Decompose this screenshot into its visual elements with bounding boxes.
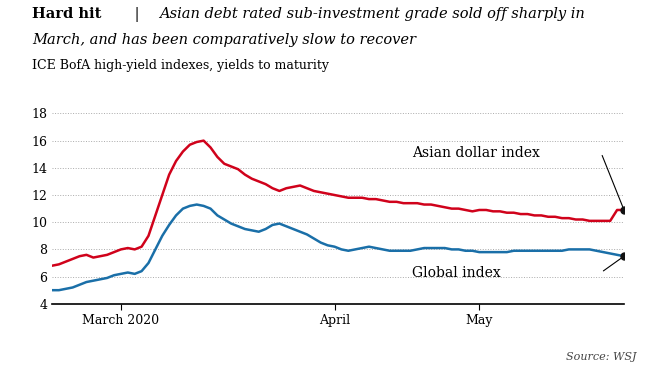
Text: March, and has been comparatively slow to recover: March, and has been comparatively slow t… [32,33,417,47]
Text: |: | [130,7,144,22]
Text: Asian dollar index: Asian dollar index [412,146,540,160]
Text: ICE BofA high-yield indexes, yields to maturity: ICE BofA high-yield indexes, yields to m… [32,59,330,72]
Text: Asian debt rated sub-investment grade sold off sharply in: Asian debt rated sub-investment grade so… [159,7,585,21]
Text: Source: WSJ: Source: WSJ [567,352,637,362]
Text: Hard hit: Hard hit [32,7,102,21]
Text: Global index: Global index [412,266,501,280]
